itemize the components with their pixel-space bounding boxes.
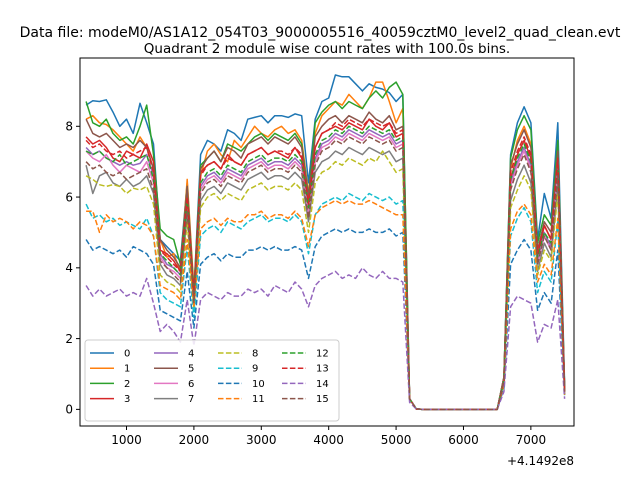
series-line-11 <box>86 199 566 411</box>
y-tick-label: 4 <box>65 261 73 275</box>
x-offset-label: +4.1492e8 <box>507 454 574 468</box>
x-tick-label: 5000 <box>381 433 412 447</box>
x-tick-label: 2000 <box>179 433 210 447</box>
figure-suptitle: Data file: modeM0/AS1A12_054T03_90000055… <box>20 25 621 41</box>
legend-label-13: 13 <box>316 364 329 375</box>
legend-label-1: 1 <box>124 364 130 375</box>
y-tick-label: 0 <box>65 403 73 417</box>
legend-label-9: 9 <box>252 364 258 375</box>
legend-label-15: 15 <box>316 394 329 405</box>
y-tick-label: 2 <box>65 332 73 346</box>
legend-label-4: 4 <box>188 349 194 360</box>
y-tick-label: 8 <box>65 120 73 134</box>
legend-label-12: 12 <box>316 349 329 360</box>
legend-label-5: 5 <box>188 364 194 375</box>
legend-box <box>84 339 340 422</box>
legend-label-6: 6 <box>188 379 194 390</box>
chart-title: Quadrant 2 module wise count rates with … <box>144 41 510 57</box>
legend-label-2: 2 <box>124 379 130 390</box>
y-axis: 0 2 4 6 8 <box>65 120 80 417</box>
x-tick-label: 7000 <box>516 433 547 447</box>
x-axis: 1000 2000 3000 4000 5000 6000 7000 <box>111 426 546 447</box>
series-layer <box>85 74 566 411</box>
legend-label-7: 7 <box>188 394 194 405</box>
legend-label-10: 10 <box>252 379 265 390</box>
legend-label-3: 3 <box>124 394 130 405</box>
series-line-15 <box>85 136 566 411</box>
legend-label-11: 11 <box>252 394 265 405</box>
y-tick-label: 6 <box>65 190 73 204</box>
x-tick-label: 3000 <box>246 433 277 447</box>
series-line-13 <box>85 118 566 411</box>
x-tick-label: 4000 <box>313 433 344 447</box>
legend-label-14: 14 <box>316 379 329 390</box>
legend-label-0: 0 <box>124 349 130 360</box>
legend-label-8: 8 <box>252 349 258 360</box>
x-tick-label: 1000 <box>111 433 142 447</box>
plot-frame <box>79 57 575 427</box>
series-line-8 <box>85 150 566 411</box>
x-tick-label: 6000 <box>448 433 479 447</box>
series-line-10 <box>85 228 566 411</box>
